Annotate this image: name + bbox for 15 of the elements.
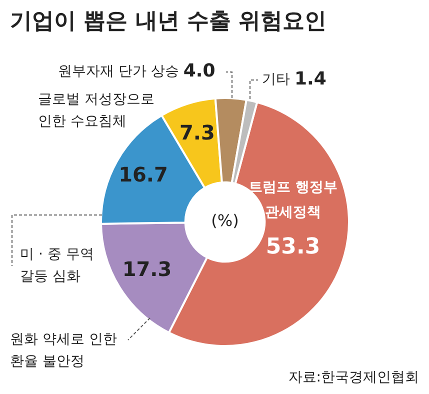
data-label: 53.3	[266, 234, 320, 260]
slice-label: 원화 약세로 인한 환율 불안정	[10, 332, 117, 370]
slice-label: 기타	[262, 72, 290, 88]
slice-label: 미 · 중 무역 갈등 심화	[20, 246, 94, 285]
slice-label: 트럼프 행정부 관세정책	[248, 180, 338, 221]
slice-label: 원부자재 단가 상승	[58, 64, 179, 80]
data-label: 17.3	[122, 256, 172, 281]
data-label: 7.3	[180, 120, 215, 145]
text: (%)	[211, 211, 239, 230]
text: 자료:한국경제인협회	[288, 370, 419, 386]
data-label: 16.7	[118, 162, 168, 186]
data-label: 4.0	[183, 60, 216, 82]
slice-label: 글로벌 저성장으로 인한 수요침체	[38, 92, 154, 130]
data-label: 1.4	[294, 68, 326, 90]
chart-title: 기업이 뽑은 내년 수출 위험요인	[10, 8, 327, 36]
